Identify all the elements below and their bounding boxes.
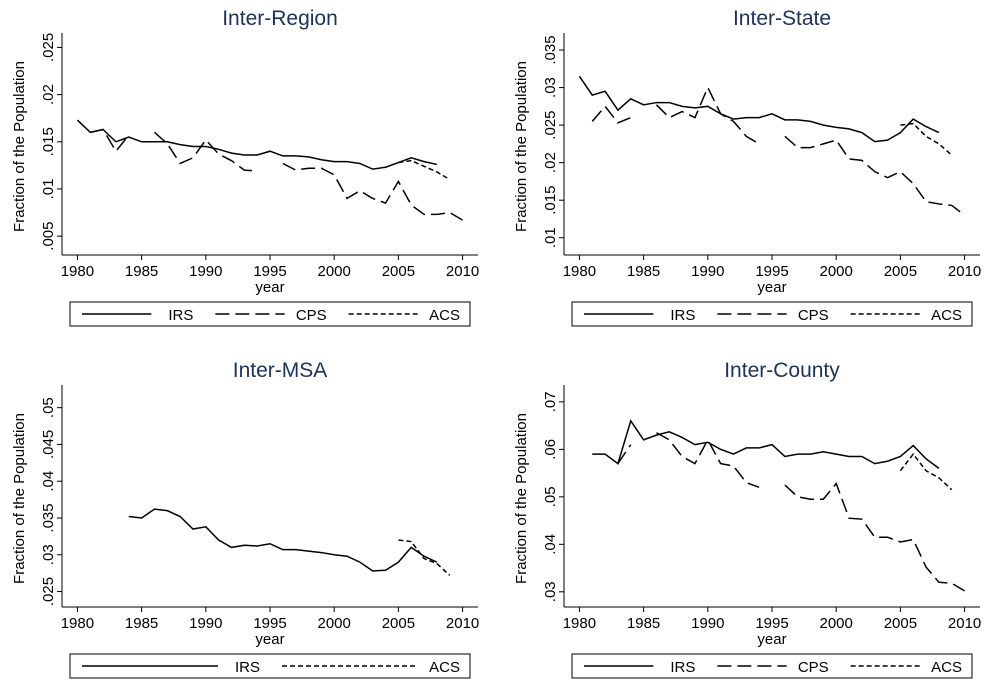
y-axis-label: Fraction of the Population — [11, 413, 28, 584]
y-tick-label: .01 — [40, 179, 57, 200]
legend-label: IRS — [670, 307, 695, 324]
y-tick-label: .04 — [40, 471, 57, 492]
x-tick-label: 2010 — [948, 263, 981, 280]
x-tick-label: 2000 — [318, 263, 351, 280]
x-tick-label: 1980 — [61, 615, 94, 632]
x-tick-label: 1980 — [563, 615, 596, 632]
series-line — [591, 85, 966, 216]
x-axis-label: year — [255, 631, 284, 648]
x-tick-label: 1990 — [691, 615, 724, 632]
legend-box — [69, 301, 471, 327]
x-tick-label: 1995 — [755, 263, 788, 280]
y-tick-label: .07 — [542, 391, 559, 412]
x-tick-label: 2005 — [382, 263, 415, 280]
panel: Inter-County Fraction of the Population ye… — [513, 359, 981, 679]
x-tick-label: 1980 — [563, 263, 596, 280]
series-line — [128, 508, 438, 572]
x-tick-label: 2010 — [446, 615, 479, 632]
x-tick-label: 1985 — [125, 263, 158, 280]
y-tick-label: .03 — [40, 544, 57, 565]
legend-label: IRS — [168, 307, 193, 324]
x-tick-label: 2000 — [820, 263, 853, 280]
chart-title: Inter-County — [724, 359, 840, 382]
y-tick-label: .015 — [542, 186, 559, 215]
x-tick-label: 2005 — [884, 615, 917, 632]
y-tick-label: .035 — [542, 35, 559, 64]
y-tick-label: .05 — [542, 486, 559, 507]
x-tick-label: 1995 — [755, 615, 788, 632]
y-tick-label: .05 — [40, 397, 57, 418]
y-tick-label: .025 — [542, 110, 559, 139]
y-tick-label: .03 — [542, 77, 559, 98]
y-axis-label: Fraction of the Population — [513, 61, 530, 232]
series-line — [398, 539, 451, 576]
x-tick-label: 1985 — [627, 615, 660, 632]
legend-label: ACS — [931, 659, 962, 676]
x-tick-label: 2000 — [318, 615, 351, 632]
legend-label: CPS — [798, 659, 829, 676]
y-axis-label: Fraction of the Population — [11, 61, 28, 232]
series-line — [617, 432, 965, 592]
chart-title: Inter-Region — [222, 7, 338, 30]
legend-box — [69, 653, 471, 679]
x-tick-label: 2010 — [948, 615, 981, 632]
y-tick-label: .02 — [542, 152, 559, 173]
chart-title: Inter-MSA — [233, 359, 328, 382]
series-line — [900, 122, 953, 156]
x-tick-label: 2010 — [446, 263, 479, 280]
y-tick-label: .01 — [542, 227, 559, 248]
legend-label: ACS — [429, 659, 460, 676]
series-line — [899, 452, 953, 491]
y-tick-label: .02 — [40, 84, 57, 105]
y-tick-label: .03 — [542, 581, 559, 602]
legend-label: ACS — [429, 307, 460, 324]
legend-label: IRS — [670, 659, 695, 676]
legend-box — [571, 301, 973, 327]
y-tick-label: .045 — [40, 430, 57, 459]
legend-label: IRS — [235, 659, 260, 676]
series-line — [592, 419, 940, 469]
y-tick-label: .025 — [40, 33, 57, 62]
x-tick-label: 1990 — [691, 263, 724, 280]
legend-box — [571, 653, 973, 679]
x-tick-label: 1985 — [627, 263, 660, 280]
y-tick-label: .06 — [542, 439, 559, 460]
y-tick-label: .04 — [542, 534, 559, 555]
x-tick-label: 1980 — [61, 263, 94, 280]
x-axis-label: year — [757, 631, 786, 648]
x-tick-label: 1990 — [189, 263, 222, 280]
y-axis-label: Fraction of the Population — [513, 413, 530, 584]
series-line — [76, 119, 438, 170]
x-tick-label: 2005 — [382, 615, 415, 632]
series-line — [90, 128, 463, 221]
y-tick-label: .005 — [40, 222, 57, 251]
panel: Inter-State Fraction of the Population yea… — [513, 7, 981, 327]
panel: Inter-Region Fraction of the Population ye… — [11, 7, 479, 327]
legend-label: ACS — [931, 307, 962, 324]
x-tick-label: 2000 — [820, 615, 853, 632]
x-axis-label: year — [757, 279, 786, 296]
y-tick-label: .015 — [40, 127, 57, 156]
x-tick-label: 2005 — [884, 263, 917, 280]
x-tick-label: 1990 — [189, 615, 222, 632]
legend-label: CPS — [798, 307, 829, 324]
y-tick-label: .035 — [40, 503, 57, 532]
x-tick-label: 1985 — [125, 615, 158, 632]
x-tick-label: 1995 — [253, 615, 286, 632]
series-line — [398, 159, 451, 181]
x-tick-label: 1995 — [253, 263, 286, 280]
legend-label: CPS — [296, 307, 327, 324]
x-axis-label: year — [255, 279, 284, 296]
y-tick-label: .025 — [40, 577, 57, 606]
chart-title: Inter-State — [733, 7, 831, 30]
series-line — [578, 75, 940, 143]
panel: Inter-MSA Fraction of the Population year.… — [11, 359, 479, 679]
